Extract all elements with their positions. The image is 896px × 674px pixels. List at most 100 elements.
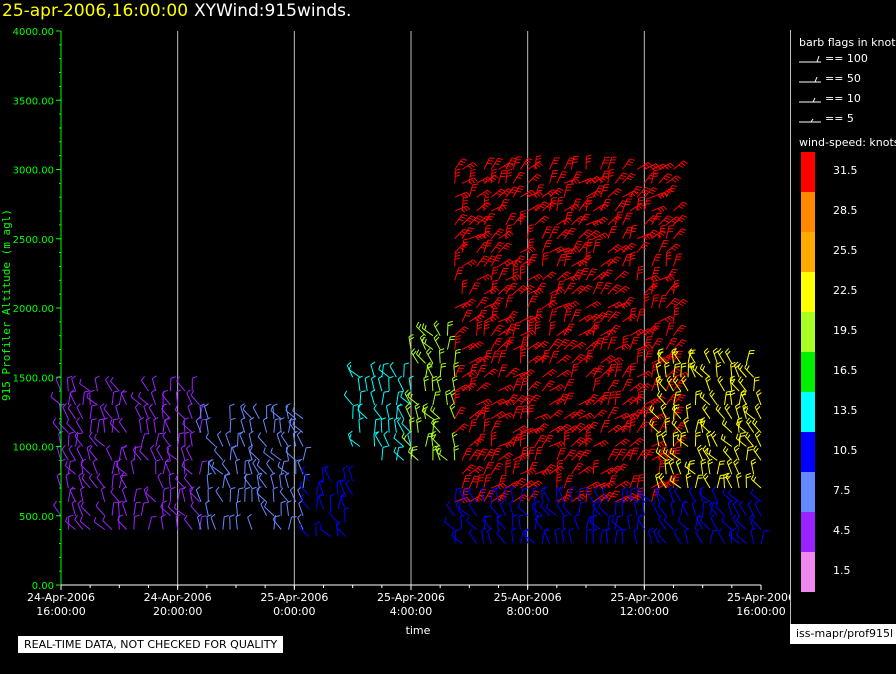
wind-barb [480,486,486,503]
wind-barb [607,243,623,253]
wind-barb [747,500,755,516]
wind-barb [607,379,620,392]
wind-barb [454,267,464,281]
wind-barb [95,501,106,517]
wind-barb [702,472,711,489]
wind-barb [665,322,675,336]
wind-barb [300,494,310,510]
wind-barb [730,528,736,544]
wind-barb [408,333,415,350]
grid [177,31,645,585]
wind-barb [673,228,687,240]
wind-barb [134,403,142,420]
wind-barb [673,473,680,489]
wind-barb [270,447,282,461]
wind-barb [150,389,157,406]
wind-barb [607,406,619,420]
wind-barb [592,528,598,544]
wind-barb [421,336,434,350]
wind-barb [653,527,660,544]
wind-barb [725,472,733,489]
wind-barb [111,501,119,516]
wind-barb [468,475,480,489]
wind-barb [673,350,683,364]
wind-barb [658,162,675,170]
wind-barb [52,417,62,433]
wind-barb [721,516,733,530]
wind-barb [352,403,359,419]
wind-barb [656,349,667,364]
wind-barb [289,486,297,503]
wind-barb [592,238,602,253]
wind-barb [543,527,550,544]
wind-barb [611,516,623,530]
wind-barb [297,514,304,530]
wind-barb [454,213,468,226]
wind-barb [244,487,251,502]
wind-barb [571,436,586,447]
wind-barb [436,447,448,461]
wind-barb [685,472,692,489]
wind-barb [636,421,649,433]
wind-barb [607,363,616,378]
wind-barb [600,184,610,198]
wind-barb [556,327,572,337]
wind-barb [699,391,711,406]
wind-barb [651,169,660,184]
wind-barb [258,473,268,489]
wind-barb [149,444,157,461]
wind-barb [627,514,633,530]
wind-barb [691,500,697,516]
wind-barb [710,431,718,447]
wind-barb [454,390,461,405]
wind-barb [658,294,668,309]
wind-barb [715,501,725,517]
wind-barb [243,473,253,489]
wind-barb [509,500,514,516]
wind-barb [138,417,145,433]
wind-barb [157,472,164,489]
wind-barb [346,361,354,378]
wind-barb [454,406,467,420]
wind-barb [745,349,755,364]
color-swatch [801,472,815,512]
wind-barb [302,446,312,461]
x-tick-label: 25-Apr-2006 [377,591,445,604]
wind-barb [490,431,497,447]
wind-barb [563,323,575,336]
wind-barb [563,378,575,392]
wind-barb [695,528,704,544]
wind-barb [556,473,563,489]
wind-barb [556,500,565,517]
color-swatch [801,392,815,432]
wind-barb [236,487,244,502]
wind-barb [715,361,722,378]
wind-barb [534,282,547,295]
wind-barb [512,185,525,198]
wind-barb [661,430,667,447]
wind-barb [703,347,711,364]
wind-barb [208,458,217,475]
wind-barb [342,465,349,482]
wind-barb [681,500,689,516]
wind-barb [519,487,528,502]
wind-barb [66,418,76,433]
wind-barb [451,430,458,447]
wind-barb [177,432,185,447]
wind-barb [643,293,650,309]
wind-barb [636,448,650,461]
wind-barb [120,389,128,406]
wind-barb [600,419,611,433]
wind-barb [688,348,696,364]
wind-barb [80,460,91,475]
wind-barb [65,516,76,530]
wind-barb [468,183,478,198]
wind-barb [161,390,171,406]
color-label: 7.5 [833,484,851,497]
wind-barb [357,375,363,392]
wind-barb [732,500,740,516]
wind-barb [563,431,570,447]
wind-barb [527,173,542,184]
wind-barb [105,444,113,461]
wind-barb [498,327,514,337]
